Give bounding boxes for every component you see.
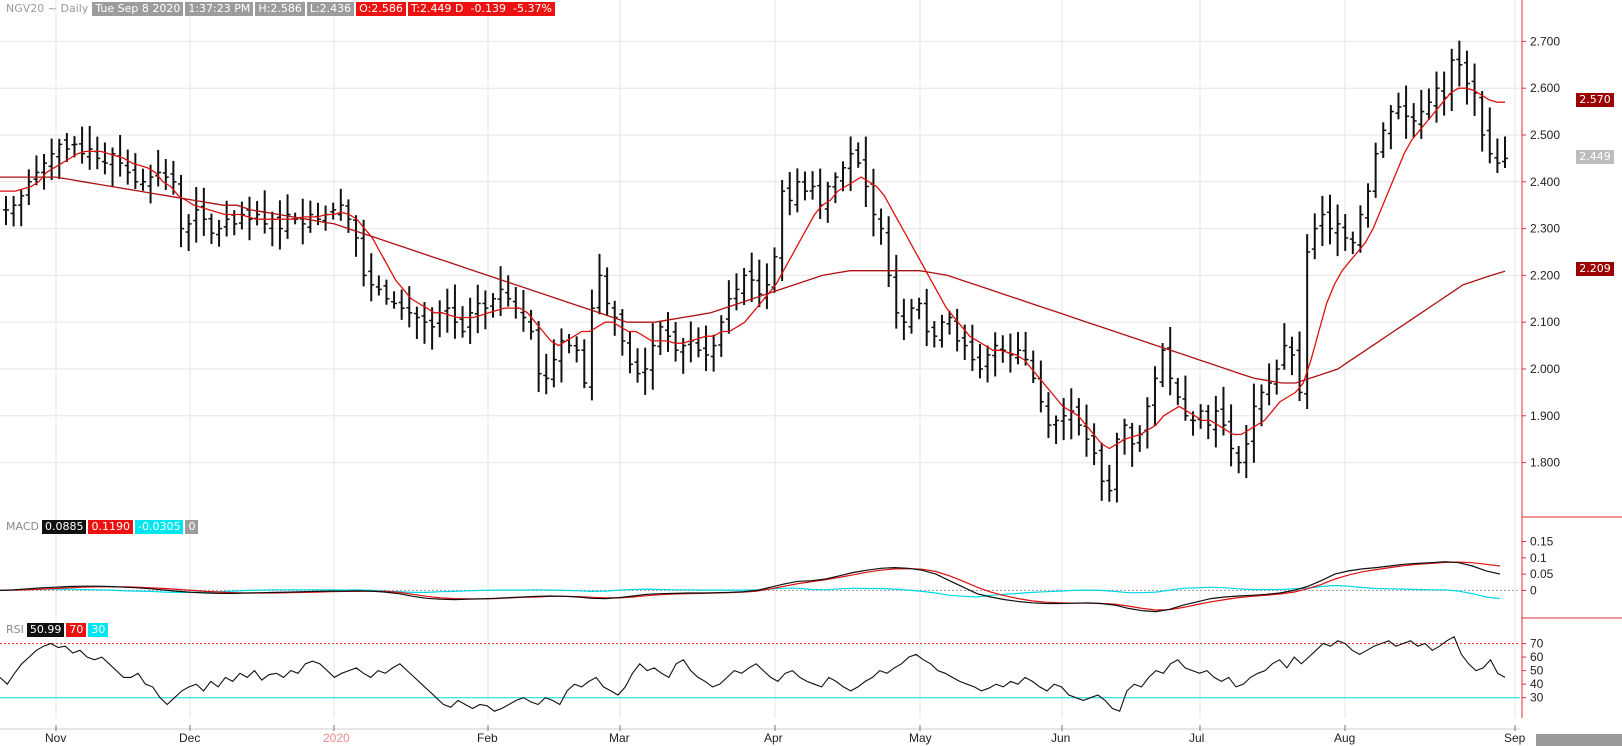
price-tick-label: 2.700 [1530, 34, 1560, 48]
macd-tick-label: 0.1 [1530, 551, 1547, 565]
pct-value: -5.37% [513, 2, 552, 15]
macd-tick-label: 0.05 [1530, 567, 1554, 581]
sma10-line [0, 87, 1505, 450]
rsi-tick-label: 60 [1530, 650, 1544, 664]
time-tick-label: Aug [1334, 731, 1355, 745]
rsi-tick-label: 70 [1530, 637, 1544, 651]
time-tick-label: May [909, 731, 932, 745]
price-tick-label: 2.100 [1530, 315, 1560, 329]
time-tick-label: Jul [1189, 731, 1204, 745]
time-tick-label: Apr [764, 731, 783, 745]
macd-legend: MACD 0.0885 0.1190 -0.0305 0 [6, 520, 200, 534]
sma50-price-tag: 2.209 [1576, 262, 1614, 276]
macd-line [0, 561, 1501, 613]
rsi-upper-value: 70 [66, 623, 87, 637]
price-tick-label: 2.500 [1530, 128, 1560, 142]
price-tick-label: 2.000 [1530, 362, 1560, 376]
time-tick-label: Feb [477, 731, 498, 745]
macd-hist-value: -0.0305 [134, 520, 184, 534]
macd-zero-value: 0 [185, 520, 199, 534]
symbol-label: NGV20 ~ Daily [6, 2, 89, 15]
time-tick-label: Mar [609, 731, 630, 745]
macd-tick-label: 0 [1530, 583, 1537, 597]
price-tick-label: 2.200 [1530, 268, 1560, 282]
time-tick-label: Dec [179, 731, 200, 745]
price-tick-label: 1.800 [1530, 456, 1560, 470]
sma50-line [0, 176, 1506, 384]
rsi-tick-label: 30 [1530, 691, 1544, 705]
rsi-tick-label: 40 [1530, 677, 1544, 691]
low-badge: L:2.436 [306, 2, 355, 16]
price-tick-label: 1.900 [1530, 409, 1560, 423]
price-tick-label: 2.600 [1530, 81, 1560, 95]
trade-badge: T:2.449 D -0.139 -5.37% [407, 2, 555, 16]
price-tick-label: 2.300 [1530, 222, 1560, 236]
time-tick-label: Sep [1504, 731, 1526, 745]
macd-signal-value: 0.1190 [88, 520, 133, 534]
change-value: -0.139 [470, 2, 506, 15]
sma10-price-tag: 2.570 [1576, 93, 1614, 107]
macd-tick-label: 0.15 [1530, 535, 1554, 549]
macd-signal-line [0, 561, 1501, 611]
time-tick-label: 2020 [323, 731, 350, 745]
macd-histogram-line [0, 584, 1501, 600]
date-badge: Tue Sep 8 2020 [92, 2, 184, 16]
macd-label: MACD [6, 520, 39, 533]
horizontal-scrollbar-thumb[interactable] [1536, 734, 1622, 746]
rsi-value: 50.99 [26, 623, 65, 637]
time-tick-label: Nov [45, 731, 66, 745]
rsi-label: RSI [6, 623, 24, 636]
macd-value: 0.0885 [41, 520, 87, 534]
high-badge: H:2.586 [255, 2, 305, 16]
time-badge: 1:37:23 PM [185, 2, 254, 16]
trade-value: T:2.449 D [410, 2, 464, 15]
header-bar: NGV20 ~ Daily Tue Sep 8 2020 1:37:23 PM … [6, 2, 557, 16]
rsi-legend: RSI 50.99 70 30 [6, 623, 110, 637]
rsi-line [0, 636, 1506, 712]
price-tick-label: 2.400 [1530, 175, 1560, 189]
open-badge: O:2.586 [356, 2, 406, 16]
rsi-tick-label: 50 [1530, 664, 1544, 678]
rsi-lower-value: 30 [88, 623, 109, 637]
last-price-tag: 2.449 [1576, 150, 1614, 164]
time-tick-label: Jun [1051, 731, 1070, 745]
